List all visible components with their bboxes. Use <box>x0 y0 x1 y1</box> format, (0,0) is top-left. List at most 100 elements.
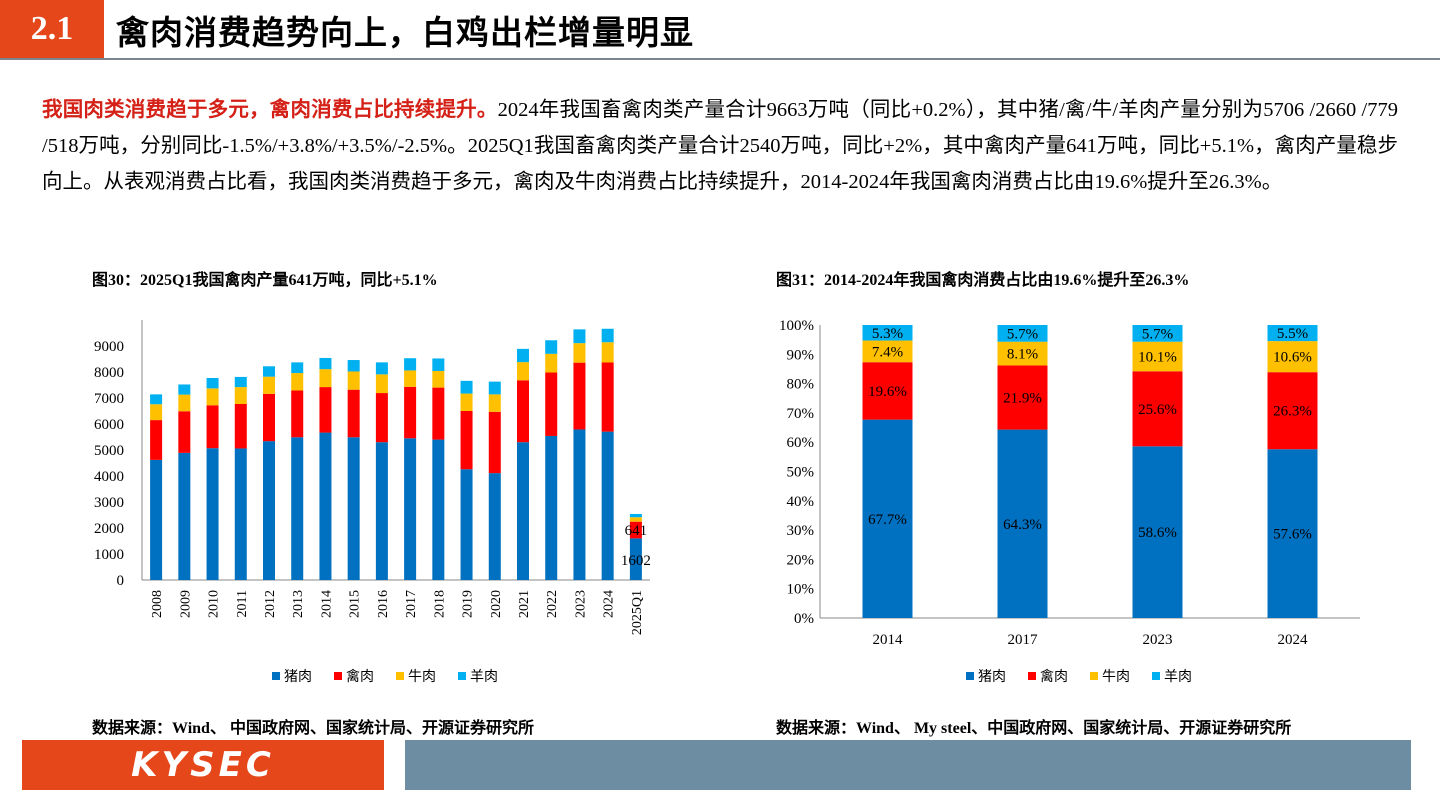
y-tick-label: 50% <box>787 465 815 481</box>
bar-segment <box>319 357 332 370</box>
bar-segment <box>263 366 275 377</box>
bar-segment <box>263 376 275 394</box>
bar-segment <box>629 538 642 580</box>
x-tick-label: 2011 <box>235 590 250 617</box>
bar-segment <box>460 393 473 411</box>
y-tick-label: 100% <box>779 318 814 334</box>
legend-label: 牛肉 <box>1102 669 1130 685</box>
bar-segment <box>432 439 445 580</box>
bar-segment <box>517 348 529 363</box>
x-tick-label: 2012 <box>263 590 278 618</box>
y-tick-label: 5000 <box>94 443 124 459</box>
y-tick-label: 6000 <box>94 417 124 433</box>
x-tick-label: 2024 <box>602 590 617 618</box>
x-tick-label: 2017 <box>404 590 419 618</box>
bar-segment <box>347 371 360 390</box>
figure31-title: 图31：2014-2024年我国禽肉消费占比由19.6%提升至26.3% <box>776 272 1190 289</box>
y-tick-label: 30% <box>787 523 815 539</box>
bar-segment <box>460 411 473 470</box>
legend-label: 羊肉 <box>470 669 498 685</box>
bar-segment <box>375 362 388 375</box>
bar-segment <box>150 420 163 460</box>
bar-segment <box>291 373 304 391</box>
bar-segment <box>319 387 332 433</box>
data-label: 1602 <box>621 553 651 569</box>
y-tick-label: 7000 <box>94 391 124 407</box>
bar-segment <box>234 387 247 404</box>
bar-segment <box>545 353 558 373</box>
data-label: 58.6% <box>1138 525 1177 541</box>
y-tick-label: 0% <box>794 611 814 627</box>
bar-segment <box>1132 325 1183 342</box>
bar-segment <box>1267 449 1318 618</box>
data-label: 10.1% <box>1138 349 1177 365</box>
kysec-logo: KYSEC <box>22 740 384 790</box>
bar-segment <box>488 473 501 580</box>
y-tick-label: 20% <box>787 552 815 568</box>
bar-segment <box>206 377 219 389</box>
x-tick-label: 2017 <box>1008 632 1039 648</box>
data-label: 5.7% <box>1142 326 1173 342</box>
x-tick-label: 2013 <box>291 590 306 618</box>
legend-label: 猪肉 <box>284 669 312 685</box>
bar-segment <box>404 370 417 387</box>
bar-segment <box>601 328 614 343</box>
bar-segment <box>997 365 1048 430</box>
section-number: 2.1 <box>0 0 104 58</box>
summary-lead: 我国肉类消费趋于多元，禽肉消费占比持续提升。 <box>42 99 498 121</box>
bar-segment <box>629 521 642 539</box>
bar-segment <box>545 435 558 580</box>
bar-segment <box>488 394 501 412</box>
x-tick-label: 2009 <box>178 590 193 618</box>
bar-segment <box>573 343 586 363</box>
data-label: 21.9% <box>1003 391 1042 407</box>
bar-segment <box>404 386 417 439</box>
y-tick-label: 80% <box>787 377 815 393</box>
bar-segment <box>291 390 304 438</box>
bar-segment <box>601 362 614 432</box>
bar-segment <box>488 381 501 395</box>
bar-segment <box>291 437 304 580</box>
x-tick-label: 2014 <box>319 590 334 618</box>
bar-segment <box>601 342 614 363</box>
logo-text: KYSEC <box>131 745 275 785</box>
y-tick-label: 40% <box>787 494 815 510</box>
bar-segment <box>178 384 191 395</box>
legend-swatch <box>1152 672 1160 680</box>
bar-segment <box>375 442 388 580</box>
y-tick-label: 90% <box>787 347 815 363</box>
bar-segment <box>347 360 360 372</box>
bar-segment <box>545 372 558 436</box>
legend-swatch <box>1090 672 1098 680</box>
legend-label: 禽肉 <box>346 668 374 685</box>
x-tick-label: 2025Q1 <box>630 590 645 635</box>
bar-segment <box>234 448 247 580</box>
bar-segment <box>432 387 445 440</box>
x-tick-label: 2024 <box>1278 632 1309 648</box>
bar-segment <box>234 403 247 449</box>
bar-segment <box>862 340 913 363</box>
figure30-source: 数据来源：Wind、 中国政府网、国家统计局、开源证券研究所 <box>92 720 534 737</box>
data-label: 64.3% <box>1003 517 1042 533</box>
data-label: 641 <box>625 523 648 539</box>
bar-segment <box>178 452 191 580</box>
x-tick-label: 2014 <box>873 632 904 648</box>
x-tick-label: 2010 <box>207 590 222 618</box>
x-tick-label: 2019 <box>461 590 476 618</box>
legend-swatch <box>458 672 466 680</box>
bar-segment <box>1132 371 1183 447</box>
bar-segment <box>178 394 191 412</box>
bar-segment <box>432 370 445 388</box>
bar-segment <box>150 394 163 405</box>
footer-bar <box>405 740 1411 790</box>
bar-segment <box>488 411 501 474</box>
bar-segment <box>404 438 417 580</box>
bar-segment <box>319 369 332 388</box>
y-tick-label: 2000 <box>94 521 124 537</box>
bar-segment <box>460 469 473 580</box>
x-tick-label: 2020 <box>489 590 504 618</box>
bar-segment <box>432 358 445 371</box>
x-tick-label: 2016 <box>376 590 391 618</box>
data-label: 5.5% <box>1277 326 1308 342</box>
x-tick-label: 2008 <box>150 590 165 618</box>
